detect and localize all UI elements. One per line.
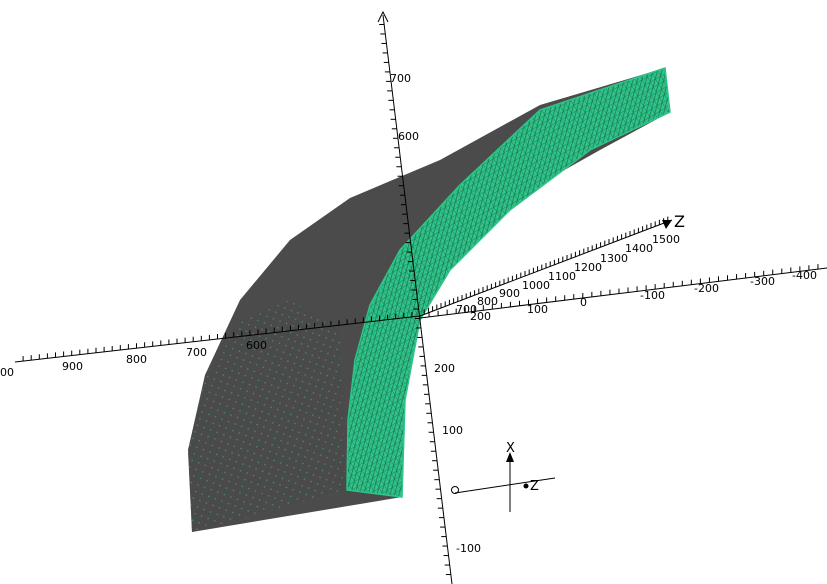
tick-label: 700 [186,346,207,359]
tick-label: 1300 [600,252,628,265]
page: 700 600 200 100 -100 1000 900 800 700 60… [0,0,827,584]
tick-label: 700 [390,72,411,85]
triad-arrow [524,484,529,489]
tick-label: 600 [246,339,267,352]
tick-label: 200 [470,310,491,323]
tick-label: 600 [398,130,419,143]
tick-label: 800 [477,295,498,308]
viewport: 700 600 200 100 -100 1000 900 800 700 60… [0,0,827,584]
tick-label: 900 [499,287,520,300]
axis-label: Z [674,212,685,231]
tick-label: 800 [126,353,147,366]
triad: X Z [452,441,556,512]
triad-label: X [506,441,515,456]
tick-label: 1500 [652,233,680,246]
tick-label: 1400 [625,242,653,255]
tick-label: 1000 [522,279,550,292]
tick-label: 100 [527,303,548,316]
triad-label: Z [530,479,539,494]
tick-label: 100 [442,424,463,437]
tick-label: 1200 [574,261,602,274]
triad-axis-end [452,487,459,494]
tick-label: -300 [750,275,775,288]
triad-axis [455,478,555,493]
tick-label: 200 [434,362,455,375]
tick-label: -200 [694,282,719,295]
tick-label: 1000 [0,366,14,379]
tick-label: 900 [62,360,83,373]
tick-label: 0 [580,296,587,309]
tick-label: -100 [456,542,481,555]
tick-label: -100 [640,289,665,302]
tick-label: 1100 [548,270,576,283]
tick-label: -400 [792,269,817,282]
